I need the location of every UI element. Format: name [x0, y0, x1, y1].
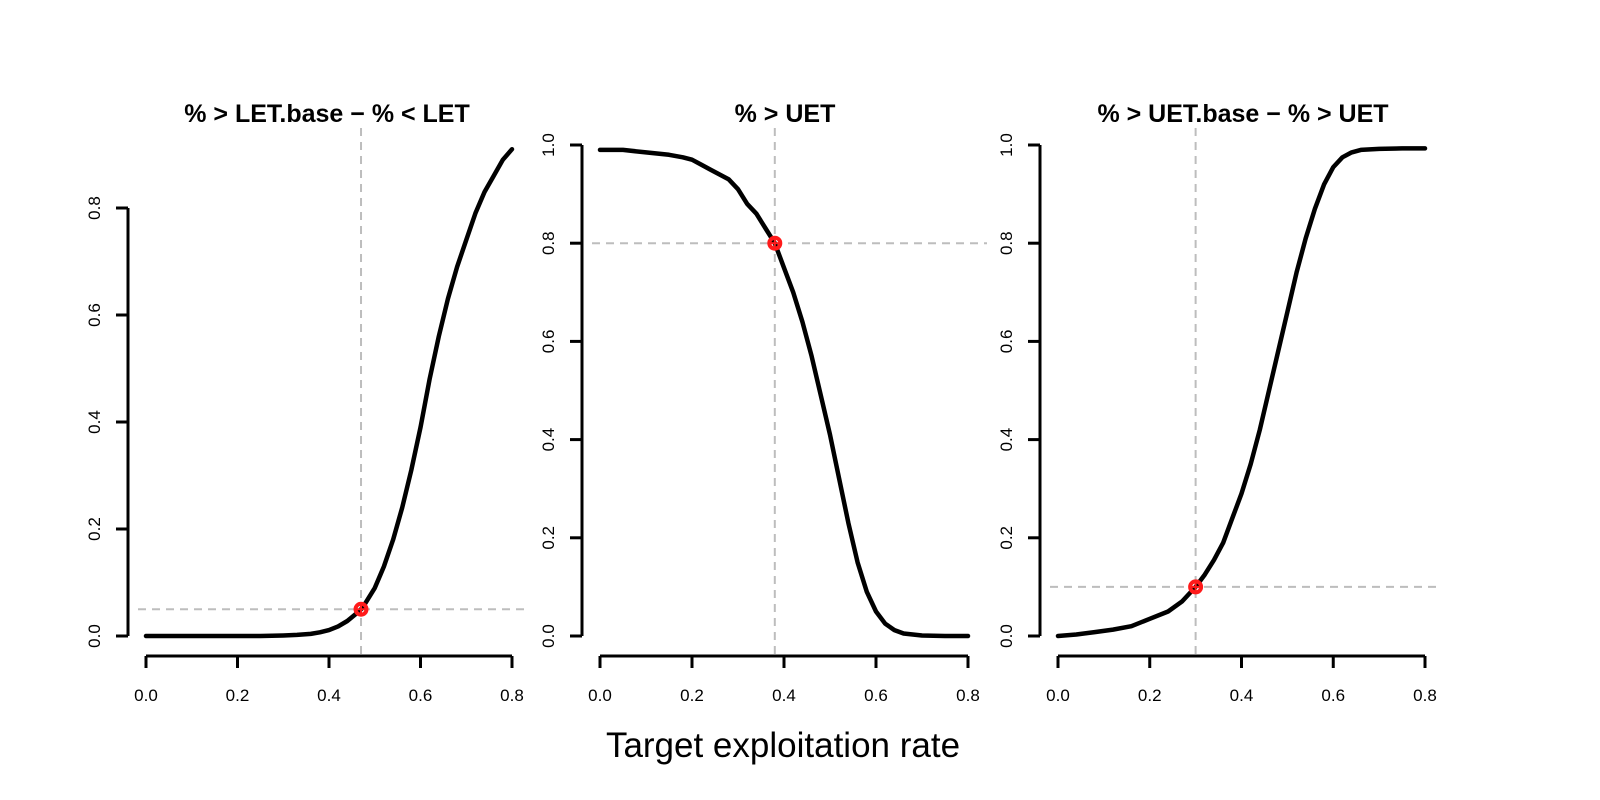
- x-tick-label: 0.8: [1413, 686, 1437, 705]
- x-tick-label: 0.2: [1138, 686, 1162, 705]
- panel-title: % > UET.base − % > UET: [1097, 100, 1388, 128]
- y-tick-label: 0.6: [85, 303, 104, 327]
- y-tick-label: 0.4: [539, 428, 558, 452]
- marker-point: [1188, 579, 1204, 595]
- x-tick-label: 0.4: [1230, 686, 1254, 705]
- y-tick-label: 0.6: [997, 330, 1016, 354]
- panel-title: % > UET: [735, 100, 836, 128]
- y-tick-label: 0.8: [85, 196, 104, 220]
- x-tick-label: 0.4: [772, 686, 796, 705]
- x-tick-label: 0.0: [1046, 686, 1070, 705]
- y-tick-label: 0.4: [85, 410, 104, 434]
- x-tick-label: 0.2: [680, 686, 704, 705]
- y-tick-label: 0.2: [85, 517, 104, 541]
- y-tick-label: 0.8: [539, 231, 558, 255]
- x-tick-label: 0.0: [588, 686, 612, 705]
- x-tick-label: 0.6: [864, 686, 888, 705]
- y-tick-label: 0.0: [85, 624, 104, 648]
- x-tick-label: 0.0: [134, 686, 158, 705]
- series-line: [143, 146, 515, 639]
- y-tick-label: 0.2: [539, 526, 558, 550]
- panel-above-uet: % > UET 0.0 0.2 0.4 0.6 0.8 1.0 0.0 0.2 0.4 0.6 0.8: [539, 100, 987, 705]
- y-tick-label: 0.0: [539, 624, 558, 648]
- x-tick-label: 0.6: [1321, 686, 1345, 705]
- y-tick-label: 1.0: [539, 133, 558, 157]
- panel-title: % > LET.base − % < LET: [184, 100, 470, 128]
- marker-point: [353, 601, 369, 617]
- y-tick-label: 0.2: [997, 526, 1016, 550]
- panel-uet-difference: % > UET.base − % > UET 0.0 0.2 0.4 0.6 0.8 1.0…: [997, 100, 1440, 705]
- y-tick-label: 0.8: [997, 231, 1016, 255]
- marker-point: [767, 235, 783, 251]
- x-tick-label: 0.2: [226, 686, 250, 705]
- x-tick-label: 0.6: [409, 686, 433, 705]
- series-line: [1055, 146, 1428, 639]
- x-tick-label: 0.4: [317, 686, 341, 705]
- y-tick-label: 0.4: [997, 428, 1016, 452]
- y-tick-label: 0.0: [997, 624, 1016, 648]
- x-axis-label: Target exploitation rate: [606, 726, 960, 765]
- y-tick-label: 0.6: [539, 330, 558, 354]
- x-tick-label: 0.8: [500, 686, 524, 705]
- panel-let-difference: % > LET.base − % < LET 0.0 0.2 0.4 0.6 0.8 0.0…: [85, 100, 527, 705]
- x-tick-label: 0.8: [956, 686, 980, 705]
- y-tick-label: 1.0: [997, 133, 1016, 157]
- series-line: [597, 147, 971, 639]
